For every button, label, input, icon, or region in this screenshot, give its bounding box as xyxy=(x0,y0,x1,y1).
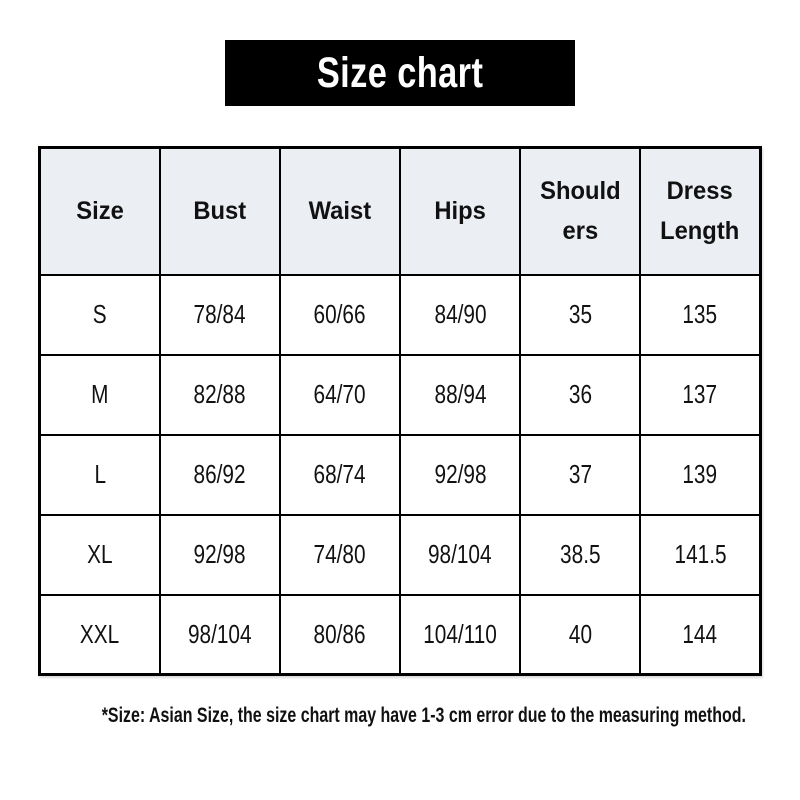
cell-value: 80/86 xyxy=(313,618,366,649)
cell-value: 139 xyxy=(682,459,718,489)
col-header-size-label: Size xyxy=(76,197,124,226)
cell-xxl-waist: 80/86 xyxy=(278,593,401,676)
cell-value: 35 xyxy=(568,299,592,329)
page-title: Size chart xyxy=(316,48,484,97)
cell-l-waist: 68/74 xyxy=(278,433,401,516)
cell-l-dress-length: 139 xyxy=(639,433,762,516)
cell-xxl-shoulders: 40 xyxy=(519,593,642,676)
row-label-l: L xyxy=(38,433,161,516)
row-label-xl: XL xyxy=(38,513,161,596)
cell-value: 141.5 xyxy=(674,539,727,569)
cell-value: 98/104 xyxy=(187,618,252,649)
cell-value: 60/66 xyxy=(313,299,366,329)
cell-xl-bust: 92/98 xyxy=(158,513,281,596)
cell-value: 84/90 xyxy=(434,299,487,329)
row-label-xxl: XXL xyxy=(38,593,161,676)
cell-xxl-bust: 98/104 xyxy=(158,593,281,676)
cell-value: 36 xyxy=(568,379,592,409)
cell-xl-dress-length: 141.5 xyxy=(639,513,762,596)
cell-value: 98/104 xyxy=(428,539,492,569)
cell-s-bust: 78/84 xyxy=(158,273,281,356)
cell-xl-waist: 74/80 xyxy=(278,513,401,596)
cell-m-shoulders: 36 xyxy=(519,353,642,436)
cell-xxl-dress-length: 144 xyxy=(639,593,762,676)
col-header-waist-label: Waist xyxy=(308,197,372,226)
cell-value: 38.5 xyxy=(559,539,601,569)
table-row-xxl: XXL 98/104 80/86 104/110 40 144 xyxy=(38,593,762,676)
cell-s-dress-length: 135 xyxy=(639,273,762,356)
cell-value: 135 xyxy=(682,299,718,329)
cell-m-dress-length: 137 xyxy=(639,353,762,436)
cell-m-waist: 64/70 xyxy=(278,353,401,436)
size-chart-banner: Size chart xyxy=(225,40,575,106)
table-row-l: L 86/92 68/74 92/98 37 139 xyxy=(38,433,762,516)
cell-value: 68/74 xyxy=(313,459,366,489)
cell-value: 64/70 xyxy=(313,379,366,409)
cell-value: 137 xyxy=(682,379,718,409)
size-label: L xyxy=(94,459,106,489)
cell-xl-hips: 98/104 xyxy=(398,513,522,596)
table-row-s: S 78/84 60/66 84/90 35 135 xyxy=(38,273,762,356)
cell-value: 144 xyxy=(682,618,718,649)
cell-m-hips: 88/94 xyxy=(398,353,522,436)
size-label: M xyxy=(91,379,109,409)
cell-value: 86/92 xyxy=(193,459,246,489)
cell-m-bust: 82/88 xyxy=(158,353,281,436)
row-label-m: M xyxy=(38,353,161,436)
row-label-s: S xyxy=(38,273,161,356)
size-footnote: *Size: Asian Size, the size chart may ha… xyxy=(0,704,800,728)
col-header-hips-label: Hips xyxy=(434,197,486,226)
cell-value: 82/88 xyxy=(193,379,246,409)
size-chart-table: Size Bust Waist Hips Should ers Dress Le… xyxy=(38,146,762,676)
cell-l-shoulders: 37 xyxy=(519,433,642,516)
header-row: Size Bust Waist Hips Should ers Dress Le… xyxy=(38,146,762,276)
size-label: XXL xyxy=(80,618,120,649)
size-footnote-text: *Size: Asian Size, the size chart may ha… xyxy=(101,704,746,727)
cell-l-bust: 86/92 xyxy=(158,433,281,516)
col-header-bust-label: Bust xyxy=(193,197,247,226)
col-header-waist: Waist xyxy=(278,146,401,276)
col-header-hips: Hips xyxy=(398,146,522,276)
col-header-dress-length-label: Dress Length xyxy=(660,177,740,246)
col-header-dress-length: Dress Length xyxy=(639,146,762,276)
cell-value: 104/110 xyxy=(423,618,497,649)
cell-s-waist: 60/66 xyxy=(278,273,401,356)
cell-value: 74/80 xyxy=(313,539,366,569)
col-header-shoulders: Should ers xyxy=(519,146,642,276)
cell-s-shoulders: 35 xyxy=(519,273,642,356)
cell-value: 92/98 xyxy=(434,459,487,489)
size-label: XL xyxy=(87,539,113,569)
cell-l-hips: 92/98 xyxy=(398,433,522,516)
cell-value: 88/94 xyxy=(434,379,487,409)
col-header-shoulders-label: Should ers xyxy=(539,177,621,246)
table-row-xl: XL 92/98 74/80 98/104 38.5 141.5 xyxy=(38,513,762,596)
col-header-size: Size xyxy=(38,146,161,276)
cell-value: 40 xyxy=(568,618,592,649)
col-header-bust: Bust xyxy=(158,146,281,276)
cell-value: 37 xyxy=(568,459,592,489)
cell-xl-shoulders: 38.5 xyxy=(519,513,642,596)
cell-value: 92/98 xyxy=(193,539,246,569)
cell-xxl-hips: 104/110 xyxy=(398,593,522,676)
table-row-m: M 82/88 64/70 88/94 36 137 xyxy=(38,353,762,436)
cell-value: 78/84 xyxy=(193,299,246,329)
cell-s-hips: 84/90 xyxy=(398,273,522,356)
size-label: S xyxy=(92,299,107,329)
